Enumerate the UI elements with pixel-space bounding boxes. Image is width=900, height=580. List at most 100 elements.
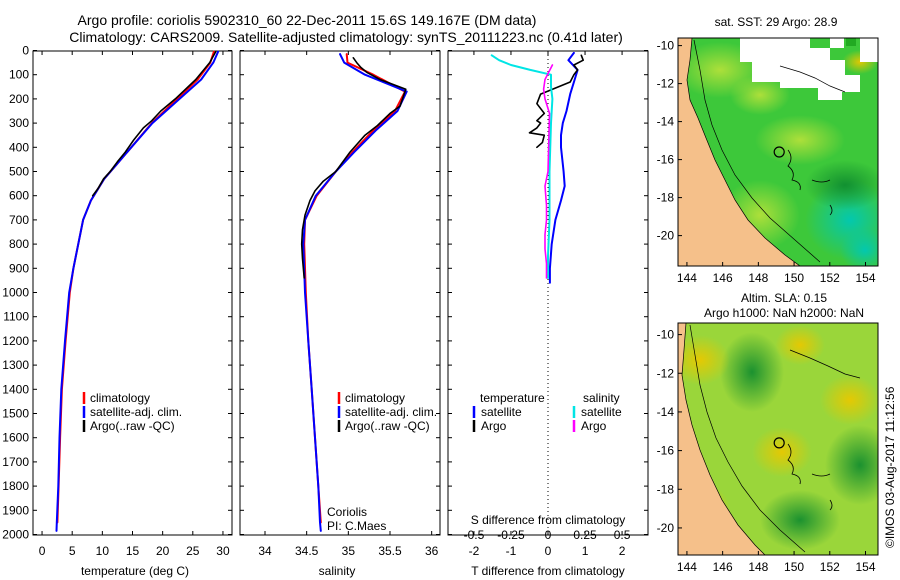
temperature-x-tick-label: 0 [39,544,46,558]
sla-high-patch [820,375,878,425]
difference-top-tick-label: 0 [545,528,552,542]
depth-tick-label: 200 [9,92,29,106]
depth-tick-label: 2000 [2,528,29,542]
series-climatology [303,53,406,524]
sst-lat-ticks: -10 -12 -14 -16 -18 -20 [657,39,682,243]
depth-tick-label: 1100 [3,310,29,324]
legend-label-temp-argo: Argo [481,419,507,433]
depth-axis-labels: 0 100 200 300 400 500 600 700 800 900 1000 1100 1200… [2,44,29,542]
difference-xlabel: T difference from climatology [471,564,625,578]
salinity-x-tick-label: 34 [258,544,272,558]
sst-dark-patch [805,160,878,210]
difference-top-xlabel: S difference from climatology [471,513,626,527]
temperature-axes-frame [32,50,233,536]
sst-map-lon-label: 154 [855,271,875,285]
depth-tick-label: 500 [9,165,29,179]
sla-map-lat-label: -16 [657,444,675,458]
figure-title-line2: Climatology: CARS2009. Satellite-adjuste… [69,29,623,45]
series-argo [300,56,407,279]
sst-missing-data-mask [860,38,878,62]
salinity-x-tick-label: 35.5 [378,544,402,558]
depth-tick-label: 600 [9,189,29,203]
figure-title-line1: Argo profile: coriolis 5902310_60 22-Dec… [78,12,537,28]
sla-argo-position-marker [773,437,785,449]
salinity-x-tick-label: 35 [342,544,356,558]
sst-missing-data-mask [830,38,844,48]
sla-map-lon-label: 152 [820,560,840,574]
depth-tick-label: 800 [9,237,29,251]
legend-label-temp-satellite: satellite [481,405,522,419]
depth-tick-label: 900 [9,261,29,275]
legend-title-salinity: salinity [583,391,620,405]
depth-tick-label: 700 [9,213,29,227]
depth-tick-label: 1800 [2,479,29,493]
salinity-xlabel: salinity [319,564,356,578]
sla-map-title: Altim. SLA: 0.15 [741,291,827,305]
sst-lon-ticks: 144 146 148 150 152 154 [677,262,876,285]
sla-lon-ticks: 144 146 148 150 152 154 [677,551,876,574]
sla-land-mass [678,323,766,555]
sst-map-lat-label: -16 [657,153,675,167]
depth-tick-label: 300 [9,116,29,130]
salinity-legend: climatology satellite-adj. clim. Argo(..… [327,391,437,533]
sst-depth-contour [693,39,821,263]
salinity-x-tick-label: 36 [425,544,439,558]
series-salinity-argo [542,64,554,279]
legend-label-climatology: climatology [345,391,405,405]
temperature-x-tick-label: 30 [216,544,230,558]
sst-map-lon-label: 148 [748,271,768,285]
sst-warm-patch [730,75,790,115]
difference-top-tick-label: 0.5 [614,528,631,542]
legend-label-satellite: satellite-adj. clim. [90,405,182,419]
depth-tick-label: 1300 [2,358,29,372]
legend-label-argo: Argo(..raw -QC) [90,419,175,433]
sst-map-lat-label: -20 [657,229,675,243]
temperature-x-tick-label: 15 [126,544,140,558]
sst-reef-outline [787,149,833,216]
difference-x-tick-label: 1 [582,544,589,558]
imos-timestamp: ©IMOS 03-Aug-2017 11:12:56 [883,386,897,548]
sla-coastline-islands [789,349,861,379]
sst-cool-patch [840,228,878,266]
difference-x-tick-label: -2 [469,544,480,558]
sst-map-lon-label: 144 [677,271,697,285]
legend-label-sal-argo: Argo [581,419,607,433]
sla-lat-ticks: -10 -12 -14 -16 -18 -20 [657,328,682,535]
sst-missing-data-mask [740,38,860,100]
depth-tick-label: 1000 [2,286,29,300]
sla-map-lat-label: -10 [657,328,675,342]
depth-tick-label: 400 [9,140,29,154]
sst-map-lon-label: 150 [784,271,804,285]
depth-tick-label: 0 [22,44,29,58]
sla-map-lon-label: 146 [713,560,733,574]
sla-low-patch [825,425,878,505]
series-temperature-argo [528,54,585,149]
series-satellite-adj-clim [55,50,220,532]
depth-tick-label: 1500 [2,407,29,421]
sst-map-lat-label: -14 [657,115,675,129]
difference-x-tick-label: 0 [545,544,552,558]
depth-tick-label: 1600 [2,431,29,445]
temperature-legend: climatology satellite-adj. clim. Argo(..… [82,391,182,433]
sst-map-lon-label: 146 [713,271,733,285]
depth-tick-label: 1400 [2,382,29,396]
difference-top-tick-label: -0.25 [497,528,525,542]
difference-legend: temperature salinity satellite Argo sate… [472,391,622,433]
depth-tick-label: 1700 [2,455,29,469]
temperature-profile-plot: 0 5 10 15 20 25 30 [32,50,233,558]
series-climatology [56,50,215,524]
difference-top-tick-label: 0.25 [573,528,597,542]
sla-reef-outline [787,443,833,511]
sla-map [678,323,878,555]
sst-map-title: sat. SST: 29 Argo: 28.9 [715,15,838,29]
sla-low-patch [720,332,784,412]
sst-pixel [846,38,856,46]
sst-map-lat-label: -12 [657,77,675,91]
temperature-x-tick-label: 5 [69,544,76,558]
sla-map-frame [677,322,879,556]
sla-map-lon-label: 144 [677,560,697,574]
legend-label-argo: Argo(..raw -QC) [345,419,430,433]
temperature-xlabel: temperature (deg C) [81,564,189,578]
sla-high-patch [775,325,825,365]
